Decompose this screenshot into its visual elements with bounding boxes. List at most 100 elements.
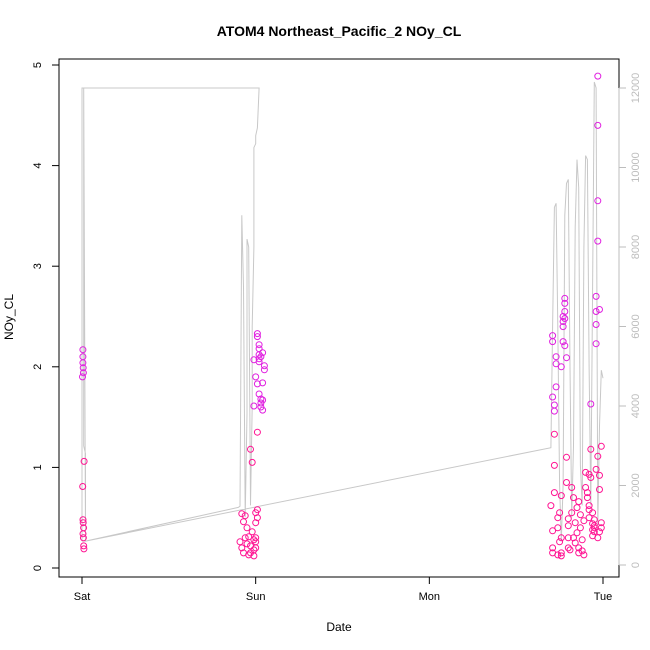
y2-tick-label: 0 [630,562,642,568]
y2-tick-label: 4000 [630,394,642,418]
data-point [590,524,598,532]
data-point [596,471,603,479]
data-point [549,544,557,552]
data-point [592,465,600,473]
data-point [238,510,246,518]
data-point [559,323,567,331]
data-point [563,479,570,486]
data-point [79,346,87,354]
x-tick-label: Sat [74,591,91,603]
altitude-layer [81,81,604,542]
data-point [566,546,574,554]
data-point [596,486,603,493]
y-tick-label: 5 [32,62,44,68]
data-point [79,519,87,527]
data-point [260,362,268,370]
data-point [252,534,260,542]
data-point [563,354,570,362]
data-point [594,72,602,80]
data-point [253,428,261,436]
data-point [241,512,249,520]
y2-tick-label: 12000 [630,73,642,104]
data-point [550,461,558,469]
data-point [79,530,87,538]
y-axis-label: NOy_CL [2,294,16,340]
data-point [578,536,586,544]
data-point [596,306,603,313]
data-point [561,315,569,322]
data-point [550,407,558,415]
data-point [79,534,87,542]
data-point [557,363,565,371]
data-point [247,445,254,453]
data-point [240,518,247,526]
data-point [253,506,261,514]
chart-title: ATOM4 Northeast_Pacific_2 NOy_CL [217,23,462,39]
data-point [564,534,572,542]
data-point [592,340,600,348]
data-point [561,308,569,315]
data-point [594,452,602,460]
y2-axis: 0 2000 4000 6000 8000 10000 12000 [618,73,642,568]
data-point [549,527,557,535]
data-point [563,453,570,461]
data-point [552,360,560,368]
data-point [554,524,562,532]
data-point [587,445,595,453]
data-point [79,483,87,490]
data-point [250,402,258,410]
data-point [559,338,567,346]
data-point [554,551,562,559]
data-point [250,552,258,560]
data-point [580,517,588,525]
y2-tick-label: 2000 [630,473,642,497]
data-point [253,380,261,388]
data-point [243,524,251,532]
data-point [255,355,263,363]
data-point [236,538,244,546]
x-tick-label: Sun [246,591,266,603]
y-axis: 0 1 2 3 4 5 [32,62,60,571]
data-point [552,353,560,361]
data-point [583,489,591,497]
data-point [571,519,579,527]
data-point [248,458,256,466]
points-layer [79,72,605,560]
data-point [573,504,581,512]
x-tick-label: Tue [594,591,613,603]
data-point [550,489,558,497]
data-point [252,519,260,527]
data-point [255,341,263,349]
data-point [587,474,595,481]
data-point [547,502,555,510]
data-point [594,237,602,245]
data-point [80,457,88,465]
data-point [582,468,590,476]
plot-frame [58,58,620,578]
data-point [587,400,595,408]
data-point [578,547,586,555]
data-point [568,484,576,491]
data-point [571,539,579,547]
data-point [79,373,86,381]
data-point [253,514,261,522]
data-point [252,373,260,381]
data-point [259,349,267,357]
data-point [570,494,577,502]
data-point [568,509,576,517]
data-point [590,516,598,524]
data-point [597,519,605,527]
data-point [592,321,600,328]
data-point [259,379,267,387]
data-point [585,502,593,510]
data-point [557,552,565,560]
data-point [590,528,598,536]
data-point [255,351,263,359]
data-point [549,393,557,401]
data-point [549,338,557,346]
data-point [79,516,87,524]
data-point [257,395,265,403]
data-point [243,540,251,548]
data-point [250,536,258,544]
